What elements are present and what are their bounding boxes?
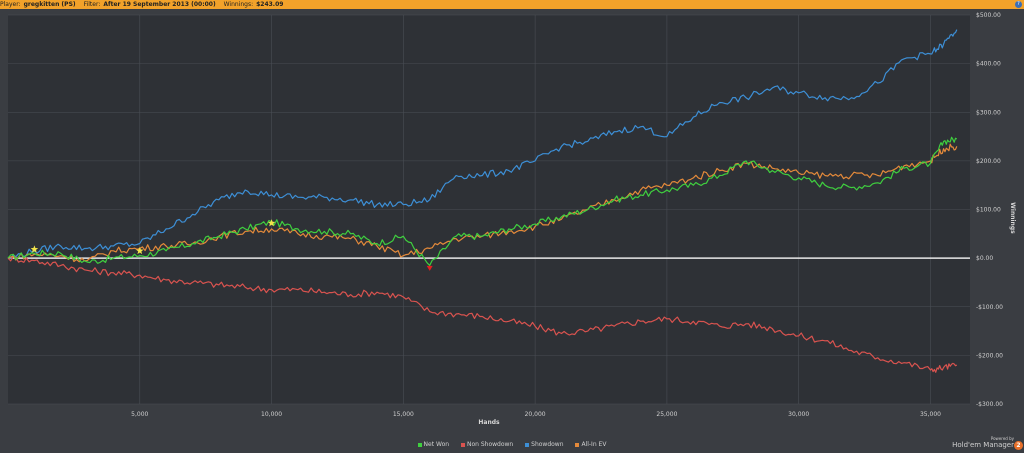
legend-swatch [575, 442, 580, 447]
series-line-net-won [7, 136, 958, 266]
x-tick-label: 25,000 [656, 411, 677, 418]
legend-item-non-showdown[interactable]: Non Showdown [460, 441, 514, 448]
x-tick-label: 10,000 [261, 411, 282, 418]
winnings-value: $243.09 [256, 1, 284, 8]
player-value: gregkitten (PS) [23, 1, 76, 8]
version-badge: 2 [1014, 441, 1023, 450]
star-icon [136, 246, 144, 255]
star-icon [30, 245, 39, 253]
grid [8, 14, 970, 405]
legend-label: Showdown [531, 441, 564, 448]
filter-value: After 19 September 2013 (00:00) [103, 1, 216, 8]
y-tick-label: $100.00 [976, 207, 1001, 214]
legend: Net Won Non Showdown Showdown All-In EV [0, 441, 1024, 448]
series-line-showdown [7, 29, 958, 259]
player-label: Player: [0, 1, 21, 8]
triangle-down-icon [426, 265, 433, 271]
y-axis-label: Winnings [1009, 202, 1016, 234]
chart-area: 5,000 10,000 15,000 20,000 25,000 30,000 35,00… [0, 9, 1024, 453]
x-tick-labels: 5,000 10,000 15,000 20,000 25,000 30,000 35,00… [131, 411, 941, 418]
y-tick-label: -$200.00 [976, 352, 1003, 359]
x-tick-label: 30,000 [788, 411, 809, 418]
winnings-label: Winnings: [223, 1, 254, 8]
y-tick-label: $200.00 [976, 158, 1001, 165]
series-lines [7, 29, 958, 373]
legend-label: Net Won [423, 441, 450, 448]
branding: Powered by Hold'em Manager 2 [952, 436, 1023, 450]
y-tick-label: $500.00 [976, 12, 1001, 19]
x-tick-label: 20,000 [525, 411, 546, 418]
filter-label: Filter: [83, 1, 101, 8]
y-tick-label: -$300.00 [976, 401, 1003, 408]
legend-item-all-in-ev[interactable]: All-In EV [575, 441, 606, 448]
x-tick-label: 5,000 [131, 411, 148, 418]
info-bar: Player: gregkitten (PS) Filter: After 19 S… [0, 0, 1024, 9]
y-tick-label: $300.00 [976, 109, 1001, 116]
y-tick-label: -$100.00 [976, 304, 1003, 311]
x-tick-label: 15,000 [393, 411, 414, 418]
x-tick-label: 35,000 [920, 411, 941, 418]
markers [30, 219, 433, 271]
legend-swatch [460, 442, 465, 447]
x-axis-label: Hands [478, 419, 500, 426]
legend-swatch [417, 442, 422, 447]
y-tick-label: $400.00 [976, 61, 1001, 68]
legend-label: Non Showdown [466, 441, 514, 448]
legend-swatch [525, 442, 530, 447]
star-icon [267, 219, 276, 227]
series-line-non-showdown [7, 255, 958, 373]
legend-label: All-In EV [581, 441, 607, 448]
winnings-graph: 5,000 10,000 15,000 20,000 25,000 30,000 35,00… [7, 12, 1016, 426]
series-line-all-in-ev [7, 143, 958, 263]
product-name: Hold'em Manager [952, 441, 1014, 449]
y-tick-label: $0.00 [976, 255, 993, 262]
help-icon[interactable]: ? [1015, 1, 1022, 8]
legend-item-showdown[interactable]: Showdown [525, 441, 564, 448]
y-tick-labels: $500.00 $400.00 $300.00 $200.00 $100.00 $0.00… [976, 12, 1003, 408]
powered-by-text: Powered by [990, 436, 1014, 441]
legend-item-net-won[interactable]: Net Won [417, 441, 450, 448]
